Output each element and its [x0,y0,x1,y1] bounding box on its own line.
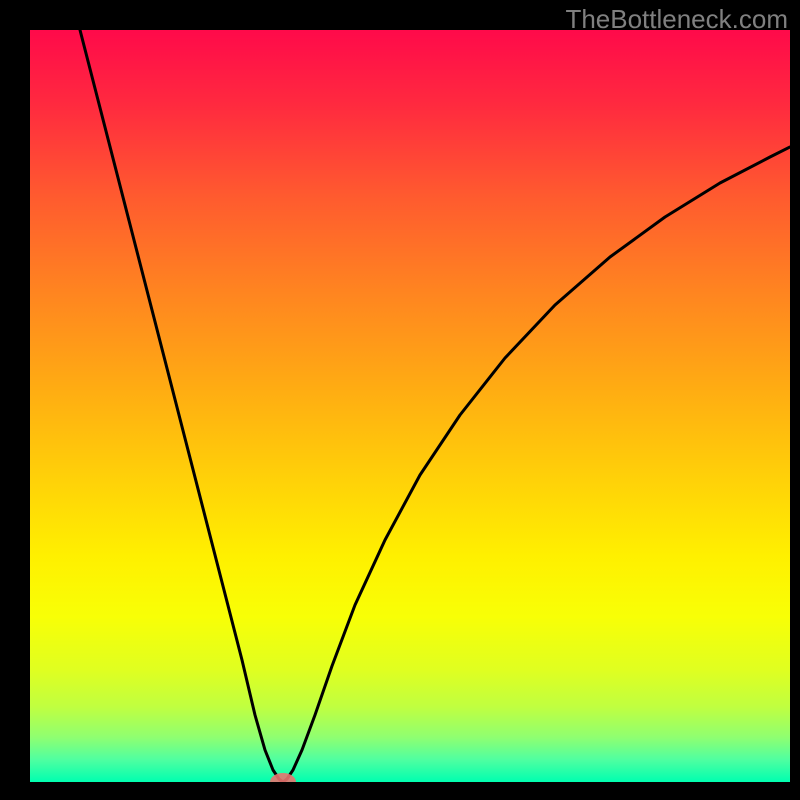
chart-svg [30,30,790,782]
gradient-background [30,30,790,782]
minimum-marker [270,773,296,782]
watermark-text: TheBottleneck.com [565,4,788,34]
plot-area [30,30,790,782]
watermark-label: TheBottleneck.com [565,4,788,35]
chart-frame: TheBottleneck.com [0,0,800,800]
bottleneck-curve [80,30,790,782]
